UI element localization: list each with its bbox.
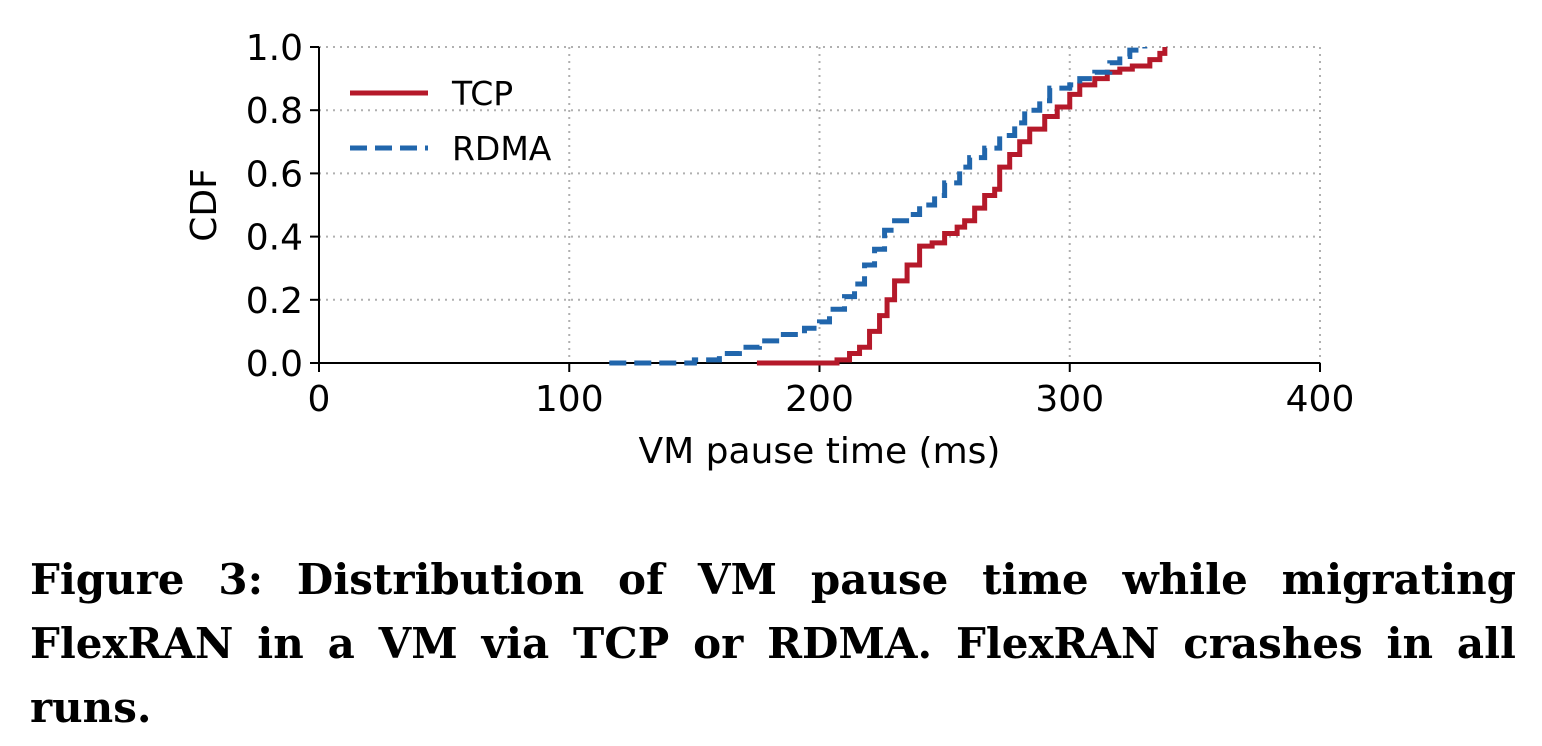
y-tick-label: 1.0: [246, 28, 303, 69]
cdf-chart: 0 100 200 300 400 0.0 0.2 0.4 0.6 0.8 1.0 VM pause…: [184, 28, 1355, 472]
legend: TCP RDMA: [350, 74, 552, 168]
x-tick-label: 0: [308, 379, 331, 420]
x-tick-label: 100: [535, 379, 604, 420]
axes: 0 100 200 300 400 0.0 0.2 0.4 0.6 0.8 1.0: [246, 28, 1355, 420]
y-tick-label: 0.4: [246, 218, 303, 259]
x-axis-label: VM pause time (ms): [639, 431, 1001, 472]
y-tick-label: 0.0: [246, 344, 303, 385]
x-tick-label: 200: [785, 379, 854, 420]
x-tick-label: 300: [1035, 379, 1104, 420]
y-tick-label: 0.2: [246, 281, 303, 322]
y-axis-label: CDF: [184, 168, 225, 242]
y-tick-label: 0.8: [246, 91, 303, 132]
series-line-tcp: [756, 47, 1168, 366]
legend-label-rdma: RDMA: [452, 129, 552, 168]
y-tick-label: 0.6: [246, 154, 303, 195]
series-lines: [609, 47, 1168, 366]
series-line-rdma: [609, 47, 1148, 366]
legend-label-tcp: TCP: [451, 74, 513, 113]
figure-caption: Figure 3: Distribution of VM pause time …: [30, 555, 1516, 732]
x-tick-label: 400: [1286, 379, 1355, 420]
